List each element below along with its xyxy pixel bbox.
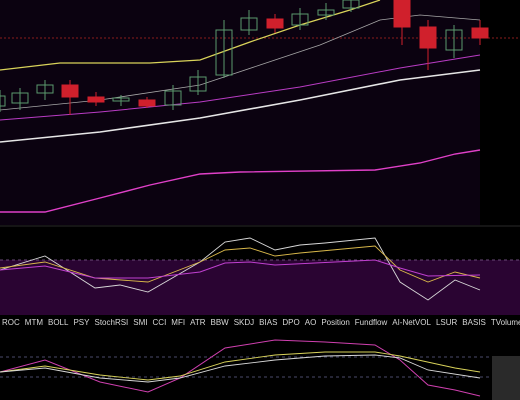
indicator-tab[interactable]: ROC bbox=[2, 318, 20, 327]
indicator-tab[interactable]: AO bbox=[304, 318, 317, 327]
indicator-tab[interactable]: Fundflow bbox=[354, 318, 388, 327]
indicator-tab[interactable]: ATR bbox=[190, 318, 206, 327]
indicator-line bbox=[0, 259, 481, 279]
indicator-tab[interactable]: PSY bbox=[73, 318, 90, 327]
indicator-tab[interactable]: BASIS bbox=[462, 318, 486, 327]
indicator-tab[interactable]: TVolume bbox=[490, 318, 520, 327]
main-pane bbox=[0, 0, 480, 225]
indicator-tab[interactable]: MTM bbox=[24, 318, 43, 327]
indicator-tab[interactable]: AI-NetVOL bbox=[392, 318, 431, 327]
indicator-line bbox=[0, 339, 481, 397]
indicator-line bbox=[0, 237, 481, 301]
band-line bbox=[0, 149, 481, 213]
indicator-tab[interactable]: LSUR bbox=[435, 318, 458, 327]
indicator-tab[interactable]: BBW bbox=[210, 318, 229, 327]
indicator-tab[interactable]: BIAS bbox=[259, 318, 278, 327]
ma-line bbox=[0, 54, 481, 121]
indicator-line bbox=[0, 354, 481, 383]
indicator-tab[interactable]: SKDJ bbox=[233, 318, 255, 327]
ma-line bbox=[0, 0, 381, 71]
sub-pane bbox=[0, 260, 520, 315]
indicator-tab[interactable]: SMI bbox=[133, 318, 148, 327]
indicator-tab[interactable]: BOLL bbox=[48, 318, 69, 327]
indicator-line bbox=[0, 245, 481, 283]
indicator-line bbox=[0, 351, 481, 381]
scroll-panel bbox=[492, 356, 520, 400]
indicator-tab[interactable]: Position bbox=[321, 318, 350, 327]
ma-line bbox=[0, 69, 481, 143]
indicator-tab[interactable]: MFI bbox=[171, 318, 186, 327]
indicator-tab[interactable]: DPO bbox=[282, 318, 300, 327]
candles bbox=[0, 0, 489, 115]
indicator-tabs: ROC MTM BOLL PSY StochRSI SMI CCI MFI ATR BBW SKDJ… bbox=[0, 315, 520, 330]
indicator-tab[interactable]: CCI bbox=[152, 318, 167, 327]
indicator-tab[interactable]: StochRSI bbox=[94, 318, 129, 327]
